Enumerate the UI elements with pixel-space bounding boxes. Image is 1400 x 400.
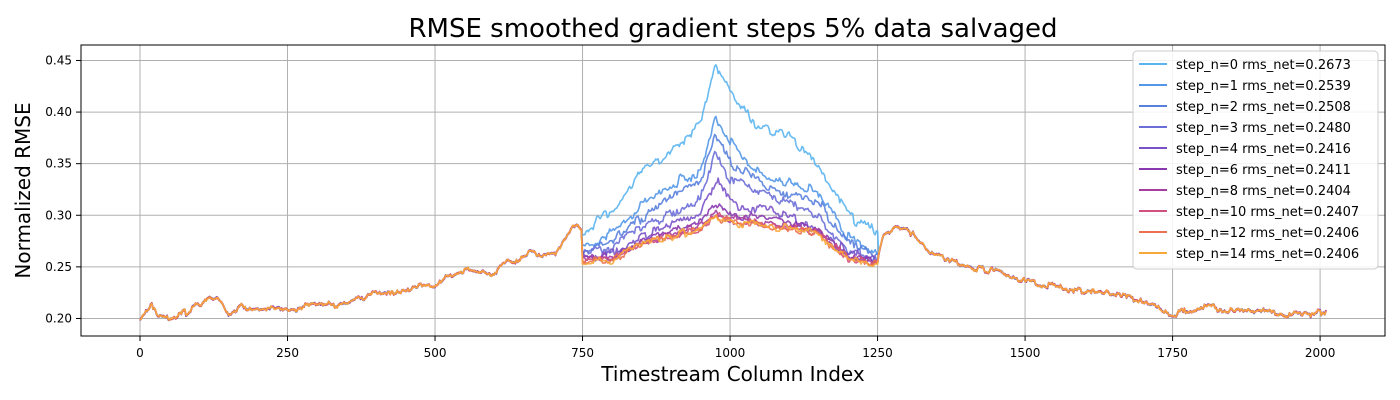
legend-entry: step_n=10 rms_net=0.2407: [1176, 205, 1359, 220]
legend-entry: step_n=0 rms_net=0.2673: [1176, 58, 1351, 73]
plot-frame: [80, 44, 1386, 337]
x-tick-label: 500: [424, 346, 447, 360]
x-tick-label: 750: [571, 346, 594, 360]
x-tick-label: 1750: [1157, 346, 1188, 360]
y-tick-label: 0.45: [45, 53, 72, 67]
legend-entry: step_n=2 rms_net=0.2508: [1176, 100, 1351, 115]
x-tick-label: 2000: [1305, 346, 1336, 360]
legend-box: [1132, 50, 1379, 270]
x-tick-label: 1250: [862, 346, 893, 360]
x-tick-label: 1000: [715, 346, 746, 360]
x-tick-label: 250: [276, 346, 299, 360]
legend-entry: step_n=6 rms_net=0.2411: [1176, 163, 1351, 178]
series-line: [139, 214, 1327, 321]
x-axis-ticks: 0 250 500 750 1000 1250 1500 1750 2000: [136, 336, 1335, 360]
x-tick-label: 1500: [1010, 346, 1041, 360]
y-tick-label: 0.30: [45, 208, 72, 222]
legend-entry: step_n=3 rms_net=0.2480: [1176, 121, 1351, 136]
legend: step_n=0 rms_net=0.2673 step_n=1 rms_net=…: [1132, 50, 1379, 270]
x-tick-label: 0: [136, 346, 144, 360]
y-axis-label: Normalized RMSE: [11, 102, 35, 278]
chart-title: RMSE smoothed gradient steps 5% data sal…: [408, 14, 1057, 44]
legend-entry: step_n=14 rms_net=0.2406: [1176, 247, 1359, 262]
x-axis-label: Timestream Column Index: [600, 362, 865, 386]
y-tick-label: 0.40: [45, 105, 72, 119]
y-tick-label: 0.35: [45, 157, 72, 171]
legend-entry: step_n=4 rms_net=0.2416: [1176, 142, 1351, 157]
legend-entry: step_n=1 rms_net=0.2539: [1176, 79, 1351, 94]
y-tick-label: 0.20: [45, 311, 72, 325]
y-tick-label: 0.25: [45, 260, 72, 274]
legend-entry: step_n=12 rms_net=0.2406: [1176, 226, 1359, 241]
series-layer: [139, 64, 1327, 322]
y-axis-ticks: 0.20 0.25 0.30 0.35 0.40 0.45: [45, 53, 81, 325]
legend-entry: step_n=8 rms_net=0.2404: [1176, 184, 1351, 199]
